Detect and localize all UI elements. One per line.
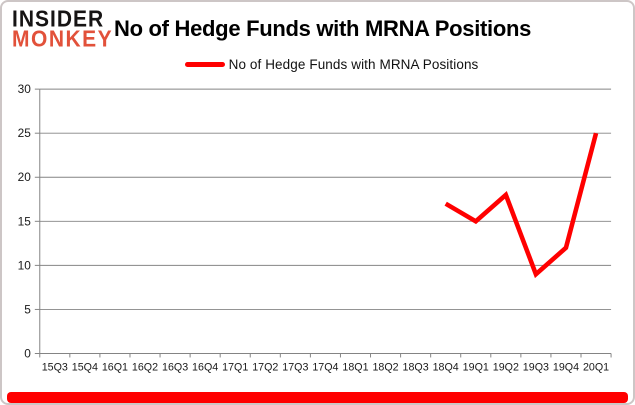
svg-text:20Q1: 20Q1 <box>583 361 609 373</box>
svg-text:15Q4: 15Q4 <box>72 361 98 373</box>
svg-text:17Q4: 17Q4 <box>312 361 338 373</box>
svg-text:18Q2: 18Q2 <box>372 361 398 373</box>
insider-monkey-logo: INSIDER MONKEY <box>12 6 114 52</box>
svg-text:17Q2: 17Q2 <box>252 361 278 373</box>
svg-text:19Q3: 19Q3 <box>523 361 549 373</box>
logo-line2: MONKEY <box>12 26 114 52</box>
legend-label: No of Hedge Funds with MRNA Positions <box>228 57 479 72</box>
legend-line-swatch <box>184 62 225 67</box>
svg-text:25: 25 <box>18 126 32 140</box>
svg-text:16Q1: 16Q1 <box>102 361 128 373</box>
svg-text:19Q4: 19Q4 <box>553 361 579 373</box>
svg-text:15: 15 <box>18 214 32 228</box>
svg-text:20: 20 <box>18 170 32 184</box>
svg-text:19Q2: 19Q2 <box>493 361 519 373</box>
svg-text:18Q1: 18Q1 <box>342 361 368 373</box>
svg-text:15Q3: 15Q3 <box>42 361 68 373</box>
chart-legend: No of Hedge Funds with MRNA Positions <box>2 57 633 72</box>
svg-text:16Q3: 16Q3 <box>162 361 188 373</box>
svg-text:18Q4: 18Q4 <box>433 361 459 373</box>
svg-text:16Q4: 16Q4 <box>192 361 218 373</box>
svg-text:16Q2: 16Q2 <box>132 361 158 373</box>
svg-text:0: 0 <box>24 346 31 360</box>
bottom-red-bar <box>7 392 628 403</box>
page-title: No of Hedge Funds with MRNA Positions <box>114 16 532 41</box>
svg-text:19Q1: 19Q1 <box>463 361 489 373</box>
svg-text:17Q3: 17Q3 <box>282 361 308 373</box>
svg-text:18Q3: 18Q3 <box>403 361 429 373</box>
logo-line1: INSIDER <box>12 6 105 32</box>
svg-text:30: 30 <box>18 82 32 96</box>
svg-text:17Q1: 17Q1 <box>222 361 248 373</box>
svg-text:10: 10 <box>18 258 32 272</box>
svg-text:5: 5 <box>24 302 31 316</box>
